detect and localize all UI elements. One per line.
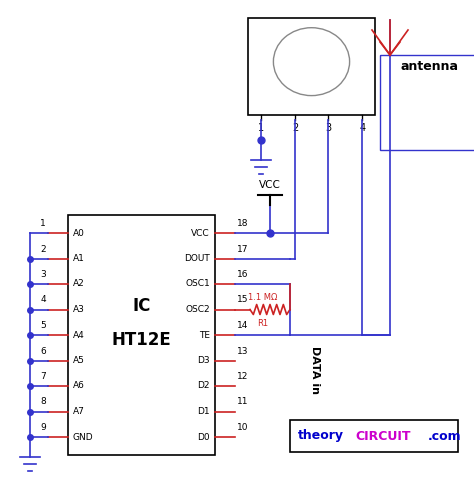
Text: OSC1: OSC1 — [185, 279, 210, 288]
Text: GND: GND — [73, 433, 94, 441]
Text: theory: theory — [298, 429, 344, 442]
Bar — [380, 55, 474, 150]
Text: D2: D2 — [198, 381, 210, 391]
Text: D0: D0 — [197, 433, 210, 441]
Text: A2: A2 — [73, 279, 85, 288]
Text: VCC: VCC — [259, 180, 281, 190]
Text: DOUT: DOUT — [184, 254, 210, 263]
Text: 8: 8 — [40, 397, 46, 407]
Text: TE: TE — [199, 331, 210, 339]
Text: CIRCUIT: CIRCUIT — [355, 429, 410, 442]
Bar — [68, 215, 215, 455]
Text: 18: 18 — [237, 219, 248, 228]
Text: HT12E: HT12E — [111, 331, 172, 349]
Text: 1: 1 — [258, 123, 264, 133]
Text: 5: 5 — [40, 321, 46, 330]
Text: 14: 14 — [237, 321, 248, 330]
Text: 16: 16 — [237, 270, 248, 279]
Text: A5: A5 — [73, 356, 85, 365]
Text: 15: 15 — [237, 296, 248, 304]
Text: 6: 6 — [40, 347, 46, 356]
Text: 10: 10 — [237, 423, 248, 432]
Text: D1: D1 — [197, 407, 210, 416]
Text: IC: IC — [132, 297, 151, 315]
Text: OSC2: OSC2 — [185, 305, 210, 314]
Text: 1.1 MΩ: 1.1 MΩ — [248, 292, 277, 302]
Text: R1: R1 — [257, 319, 268, 329]
Text: A4: A4 — [73, 331, 85, 339]
Text: A6: A6 — [73, 381, 85, 391]
Text: D3: D3 — [197, 356, 210, 365]
Text: 12: 12 — [237, 372, 248, 381]
Text: A1: A1 — [73, 254, 85, 263]
Text: 4: 4 — [40, 296, 46, 304]
Text: 2: 2 — [40, 244, 46, 254]
Text: 2: 2 — [292, 123, 298, 133]
Bar — [248, 18, 375, 115]
Text: 13: 13 — [237, 347, 248, 356]
Text: DATA in: DATA in — [310, 346, 320, 394]
Text: A7: A7 — [73, 407, 85, 416]
Text: 11: 11 — [237, 397, 248, 407]
Text: 9: 9 — [40, 423, 46, 432]
Text: VCC: VCC — [191, 228, 210, 238]
Text: 17: 17 — [237, 244, 248, 254]
Text: A3: A3 — [73, 305, 85, 314]
Text: 3: 3 — [325, 123, 331, 133]
Text: 4: 4 — [359, 123, 365, 133]
Text: 3: 3 — [40, 270, 46, 279]
Ellipse shape — [273, 28, 350, 96]
Text: .com: .com — [428, 429, 462, 442]
Text: antenna: antenna — [401, 60, 459, 73]
Text: 1: 1 — [40, 219, 46, 228]
Bar — [290, 420, 458, 452]
Text: A0: A0 — [73, 228, 85, 238]
Text: 7: 7 — [40, 372, 46, 381]
